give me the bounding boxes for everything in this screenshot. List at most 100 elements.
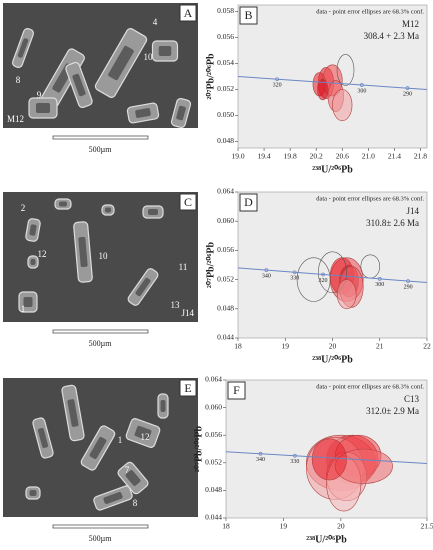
grain-core xyxy=(72,73,86,97)
age-label: 340 xyxy=(262,273,271,279)
note: data - point error ellipses are 68.3% co… xyxy=(316,195,424,202)
grain-core xyxy=(158,46,172,56)
grain-core xyxy=(30,259,36,265)
grain-label: 12 xyxy=(38,249,47,259)
grain-core xyxy=(23,297,33,307)
scale-bar xyxy=(52,524,149,529)
concordia-line xyxy=(225,451,428,464)
age-marker xyxy=(292,270,297,275)
chart: 0.044 0.048 0.052 0.056 0.060 0.064 18 19 20 21 22… xyxy=(205,187,431,366)
age-label: 290 xyxy=(403,92,412,98)
age-marker xyxy=(275,77,279,82)
panel-letter: B xyxy=(244,8,252,22)
age-marker xyxy=(264,268,269,272)
grain-label: 3 xyxy=(196,130,201,140)
y-axis-label: ²⁰⁷Pb/²⁰⁶Pb xyxy=(205,242,216,289)
y-tick-label: 0.048 xyxy=(217,136,234,145)
y-tick-label: 0.056 xyxy=(205,430,222,439)
error-ellipse xyxy=(336,54,355,86)
grain-label: 10 xyxy=(144,52,154,62)
panel-letter: D xyxy=(244,195,253,209)
age-marker xyxy=(258,451,263,456)
age-label: 330 xyxy=(290,276,299,282)
grain-core xyxy=(36,103,50,113)
age-label: 290 xyxy=(404,284,413,290)
y-tick-label: 0.056 xyxy=(217,245,234,254)
concordia-line xyxy=(237,76,428,90)
x-tick-label: 21.0 xyxy=(362,152,375,161)
scale-bar xyxy=(52,329,149,334)
cl-image: 1 12 7 8 E 500µm xyxy=(3,378,198,543)
x-tick-label: 21 xyxy=(376,342,384,351)
age-label: 320 xyxy=(273,83,282,89)
x-tick-label: 20 xyxy=(337,522,345,531)
y-tick-label: 0.064 xyxy=(217,187,234,196)
y-tick-label: 0.044 xyxy=(205,513,222,522)
sample-label: J14 xyxy=(406,206,419,216)
age-marker xyxy=(359,83,364,87)
x-tick-label: 20.6 xyxy=(336,152,349,161)
grain-core xyxy=(135,277,151,297)
age-label: 320 xyxy=(319,278,328,284)
x-tick-label: 21.4 xyxy=(388,152,401,161)
grain-label: 10 xyxy=(99,251,109,261)
grain-label: 8 xyxy=(16,75,21,85)
grain-label: 1 xyxy=(118,435,123,445)
panel-letter-box xyxy=(179,193,197,211)
panel-letter-box xyxy=(239,193,258,212)
y-tick-label: 0.052 xyxy=(217,274,234,283)
x-tick-label: 19 xyxy=(280,522,288,531)
x-tick-label: 19.8 xyxy=(284,152,297,161)
grain-core xyxy=(134,425,152,441)
age-annotation: 308.4 + 2.3 Ma xyxy=(364,31,419,41)
scale-label: 500µm xyxy=(89,339,113,348)
y-axis-label: ²⁰⁷Pb/²⁰⁶Pb xyxy=(193,426,204,473)
y-tick-label: 0.044 xyxy=(217,333,234,342)
sample-label: C13 xyxy=(404,394,420,404)
grain-core xyxy=(125,470,141,486)
panel-letter-box xyxy=(227,381,246,400)
chart: 0.044 0.048 0.052 0.056 0.060 0.064 18 19 20 21.5… xyxy=(193,375,433,546)
x-tick-label: 20.2 xyxy=(310,152,323,161)
panel-letter: C xyxy=(184,195,192,209)
x-tick-label: 21.5 xyxy=(420,522,433,531)
x-tick-label: 19 xyxy=(282,342,290,351)
age-marker xyxy=(321,272,325,277)
grain-label: 1 xyxy=(21,304,26,314)
y-tick-label: 0.048 xyxy=(217,304,234,313)
age-label: 300 xyxy=(357,88,366,94)
x-tick-label: 19.4 xyxy=(258,152,271,161)
grain-label: 13 xyxy=(171,300,181,310)
panel-letter: E xyxy=(184,381,191,395)
concordia-line xyxy=(237,267,428,284)
grain-label: 9 xyxy=(37,90,42,100)
chart: 0.048 0.050 0.052 0.054 0.056 0.058 19.0 19.4 19… xyxy=(205,4,428,175)
y-tick-label: 0.064 xyxy=(205,375,222,384)
grain-core xyxy=(105,207,111,213)
x-tick-label: 19.0 xyxy=(231,152,244,161)
grain-core xyxy=(176,105,186,121)
x-axis-label: ²³⁸U/²⁰⁶Pb xyxy=(312,354,353,365)
x-tick-label: 18 xyxy=(222,522,230,531)
grain-label: 4 xyxy=(153,17,158,27)
x-tick-label: 21.8 xyxy=(414,152,427,161)
age-marker xyxy=(406,279,410,283)
grain-core xyxy=(29,490,37,496)
age-annotation: 310.8± 2.6 Ma xyxy=(366,218,419,228)
age-marker xyxy=(377,277,382,281)
y-axis-label: ²⁰⁷Pb/²⁰⁶Pb xyxy=(205,53,216,100)
y-tick-label: 0.060 xyxy=(217,216,234,225)
panel-letter-box xyxy=(179,379,197,397)
grain-label: 11 xyxy=(179,262,188,272)
y-tick-label: 0.052 xyxy=(205,458,222,467)
error-ellipse xyxy=(336,279,357,310)
grain-core xyxy=(103,492,123,504)
x-tick-label: 18 xyxy=(234,342,242,351)
grain-core xyxy=(160,400,166,412)
sample-label: M12 xyxy=(402,19,419,29)
grain-core xyxy=(59,201,67,207)
y-tick-label: 0.052 xyxy=(217,84,234,93)
age-label: 340 xyxy=(256,457,265,463)
